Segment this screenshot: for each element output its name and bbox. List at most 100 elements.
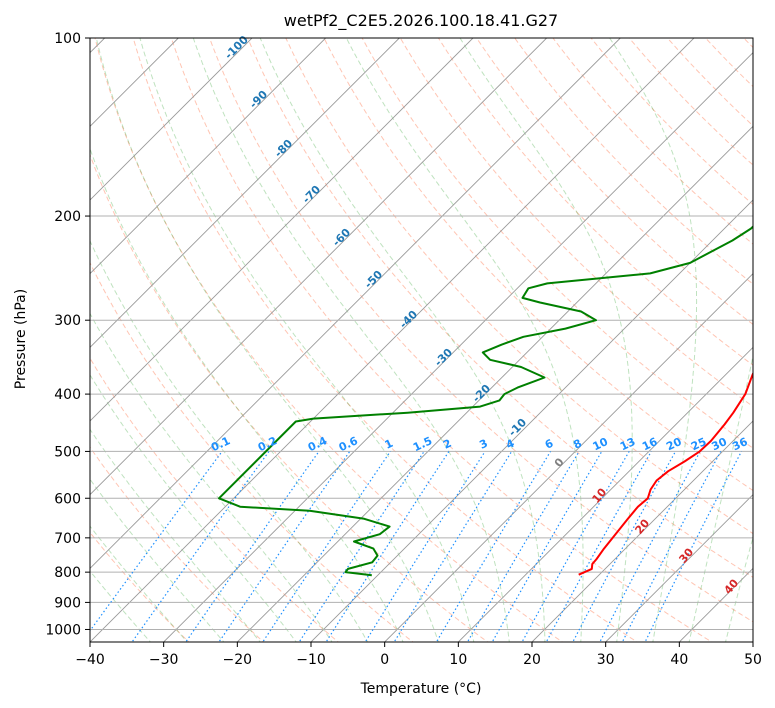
isotherm-line xyxy=(90,38,621,569)
mixing-ratio-line xyxy=(131,451,270,642)
y-tick-label: 600 xyxy=(54,491,81,507)
moist-adiabat-line xyxy=(688,353,753,642)
moist-adiabat-line xyxy=(139,38,475,642)
y-tick-label: 200 xyxy=(54,209,81,225)
mixing-ratio-label: 30 xyxy=(710,435,730,453)
moist-adiabat-label: 10 xyxy=(589,485,609,505)
mixing-ratio-label: 25 xyxy=(689,435,708,453)
chart-title: wetPf2_C2E5.2026.100.18.41.G27 xyxy=(284,11,558,31)
mixing-ratio-label: 10 xyxy=(591,435,611,453)
mixing-ratio-label: 2 xyxy=(441,437,453,452)
dry-adiabat-line xyxy=(323,38,753,492)
dry-adiabat-label: -60 xyxy=(330,226,353,249)
mixing-ratio-line xyxy=(599,451,701,642)
mixing-ratio-line xyxy=(621,451,722,642)
moist-adiabat-line xyxy=(90,147,404,642)
dry-adiabat-line xyxy=(361,38,753,449)
x-tick-label: 20 xyxy=(523,652,541,668)
profile-series-line xyxy=(218,225,753,577)
mixing-ratio-line xyxy=(325,451,450,642)
y-tick-label: 400 xyxy=(54,387,81,403)
x-tick-label: 10 xyxy=(449,652,467,668)
mixing-ratio-label: 20 xyxy=(664,435,684,453)
x-tick-label: 30 xyxy=(597,652,615,668)
isotherm-line xyxy=(90,38,326,275)
mixing-ratio-label: 3 xyxy=(477,437,489,452)
mixing-ratio-line xyxy=(90,451,223,632)
plot-frame xyxy=(89,37,754,643)
mixing-ratio-line xyxy=(393,451,513,642)
profile-series-line xyxy=(578,371,753,576)
y-tick-label: 500 xyxy=(54,444,81,460)
x-tick-label: −30 xyxy=(149,652,179,668)
dry-adiabat-label: -80 xyxy=(272,137,295,160)
isotherm-line xyxy=(90,38,474,422)
dry-adiabat-line xyxy=(590,38,753,206)
moist-adiabat-line xyxy=(259,38,546,642)
isotherm-line xyxy=(310,199,753,642)
label-layer: -100-90-80-70-60-50-40-30-20-100.1 0.2 0.4… xyxy=(209,33,750,597)
mixing-ratio-line xyxy=(572,451,677,642)
dry-adiabat-line xyxy=(132,38,638,642)
mixing-ratio-line xyxy=(466,451,580,642)
isotherm-line xyxy=(90,38,695,642)
y-tick-label: 300 xyxy=(54,313,81,329)
moist-adiabat-label: 40 xyxy=(721,576,741,596)
x-tick-label: −10 xyxy=(296,652,326,668)
isotherm-line xyxy=(90,38,400,348)
dry-adiabat-label: -50 xyxy=(362,268,385,291)
mixing-ratio-line xyxy=(185,451,320,642)
y-tick-label: 700 xyxy=(54,531,81,547)
isotherm-line xyxy=(163,52,753,642)
y-axis-label: Pressure (hPa) xyxy=(13,289,29,389)
x-tick-label: 40 xyxy=(670,652,688,668)
y-tick-label: 100 xyxy=(54,31,81,47)
dry-adiabat-line xyxy=(437,38,753,366)
mixing-ratio-label: 16 xyxy=(640,435,660,453)
x-tick-label: −20 xyxy=(223,652,253,668)
moist-adiabat-line xyxy=(90,373,297,642)
isotherm-line xyxy=(237,125,753,642)
x-tick-label: 50 xyxy=(744,652,762,668)
isotherm-line xyxy=(531,420,753,642)
dry-adiabat-label: -90 xyxy=(247,88,270,111)
dry-adiabat-label: -30 xyxy=(432,346,455,369)
mixing-ratio-line xyxy=(545,451,652,642)
dry-adiabat-line xyxy=(90,261,414,642)
y-tick-label: 900 xyxy=(54,595,81,611)
dry-adiabat-line xyxy=(170,38,713,642)
mixing-ratio-line xyxy=(298,451,425,642)
dry-adiabat-line xyxy=(666,38,753,127)
mixing-ratio-line xyxy=(364,451,486,642)
dry-adiabat-line xyxy=(285,38,753,535)
dry-adiabat-line xyxy=(552,38,753,245)
y-tick-label: 1000 xyxy=(45,622,81,638)
dry-adiabat-line xyxy=(399,38,753,408)
moist-adiabat-line xyxy=(90,428,261,642)
mixing-ratio-label: 6 xyxy=(543,437,556,452)
dry-adiabat-label: -40 xyxy=(397,308,420,331)
moist-adiabat-line xyxy=(90,312,333,642)
mixing-ratio-line xyxy=(218,451,351,642)
x-tick-label: 0 xyxy=(380,652,389,668)
mixing-ratio-line xyxy=(435,451,552,642)
mixing-ratio-line xyxy=(262,451,391,642)
dry-adiabat-label: -70 xyxy=(300,183,323,206)
y-tick-label: 800 xyxy=(54,565,81,581)
mixing-ratio-label: 13 xyxy=(618,435,637,453)
isotherm-line xyxy=(90,38,253,201)
dry-adiabat-label: -10 xyxy=(506,416,529,439)
dry-adiabat-line xyxy=(90,153,489,642)
moist-adiabat-line xyxy=(90,239,369,642)
dry-adiabat-line xyxy=(247,38,753,578)
moist-adiabat-line xyxy=(459,38,633,642)
dry-adiabat-line xyxy=(90,446,265,642)
isotherm-line xyxy=(384,273,753,642)
isotherm-line xyxy=(458,346,753,642)
isotherm-line xyxy=(679,567,753,642)
dry-adiabat-line xyxy=(90,357,340,642)
x-tick-label: −40 xyxy=(75,652,105,668)
dry-adiabat-line xyxy=(769,25,775,645)
background-lines xyxy=(90,25,775,645)
